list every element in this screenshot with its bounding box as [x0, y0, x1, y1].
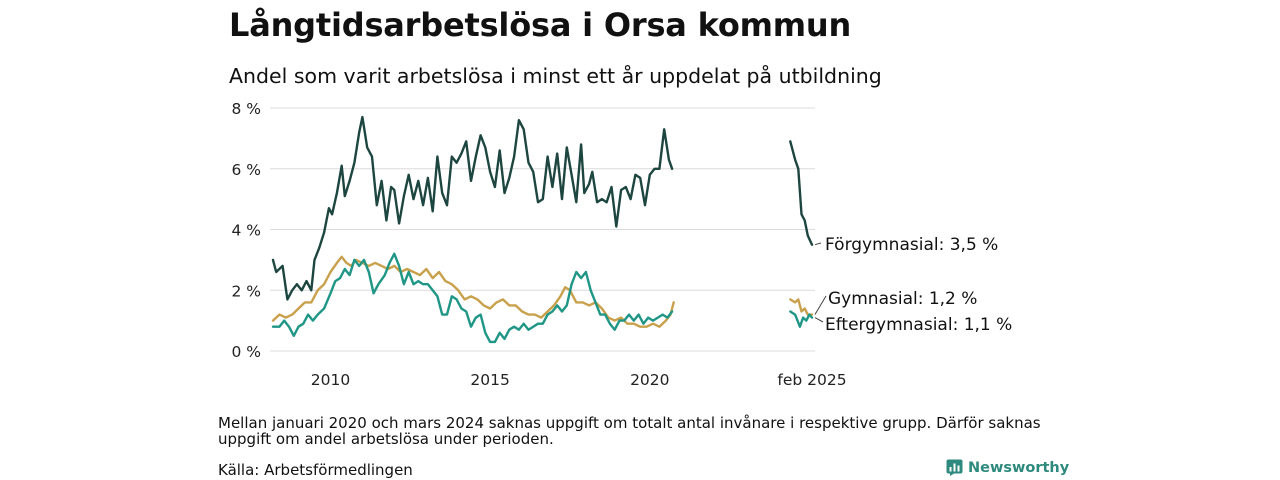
y-tick-label: 6 % — [231, 161, 261, 179]
end-labels: Förgymnasial: 3,5 % Gymnasial: 1,2 % Efter… — [814, 235, 1012, 335]
end-label-forgymnasial: Förgymnasial: 3,5 % — [825, 235, 998, 255]
newsworthy-logo-icon — [946, 459, 963, 476]
series-line-gymnasial — [271, 255, 675, 328]
brand-logo: Newsworthy — [946, 459, 1069, 476]
line-chart: 0 % 2 % 4 % 6 % 8 % 2010 2015 2020 feb 2025 För… — [231, 100, 1012, 389]
y-tick-label: 8 % — [231, 100, 261, 118]
x-tick-label: feb 2025 — [777, 371, 846, 389]
series-line-eftergymnasial — [271, 252, 674, 344]
chart-subtitle: Andel som varit arbetslösa i minst ett å… — [229, 64, 882, 88]
leader-line-forgymnasial — [814, 242, 822, 246]
y-tick-label: 0 % — [231, 343, 261, 361]
y-tick-label: 2 % — [231, 282, 261, 300]
x-tick-label: 2010 — [311, 371, 350, 389]
x-axis-ticks: 2010 2015 2020 feb 2025 — [311, 371, 847, 389]
x-tick-label: 2015 — [470, 371, 509, 389]
leader-line-gymnasial — [814, 295, 827, 315]
leader-line-eftergymnasial — [814, 317, 824, 323]
brand-name: Newsworthy — [968, 459, 1070, 476]
x-tick-label: 2020 — [630, 371, 669, 389]
series-line-gymnasial — [789, 298, 814, 316]
chart-title: Långtidsarbetslösa i Orsa kommun — [229, 6, 852, 44]
end-label-gymnasial: Gymnasial: 1,2 % — [828, 289, 977, 309]
y-tick-label: 4 % — [231, 222, 261, 240]
end-label-eftergymnasial: Eftergymnasial: 1,1 % — [825, 315, 1012, 335]
series-layer — [271, 115, 814, 344]
footnote: Mellan januari 2020 och mars 2024 saknas… — [218, 414, 1041, 448]
series-line-forgymnasial — [789, 140, 814, 246]
source-label: Källa: Arbetsförmedlingen — [218, 461, 413, 479]
y-axis-ticks: 0 % 2 % 4 % 6 % 8 % — [231, 100, 261, 361]
series-line-forgymnasial — [271, 115, 674, 301]
grid-layer — [270, 107, 815, 352]
series-line-eftergymnasial — [789, 310, 814, 328]
